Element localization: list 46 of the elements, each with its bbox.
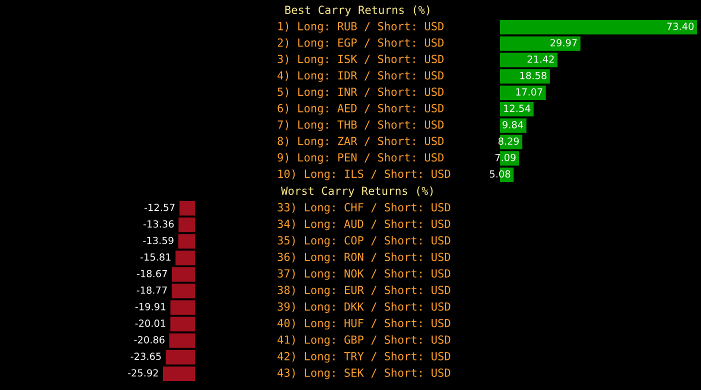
y-tick-label: 6) Long: AED / Short: USD (278, 104, 444, 115)
data-label: -12.57 (144, 204, 174, 212)
y-tick-label: 38) Long: EUR / Short: USD (278, 286, 450, 296)
data-label: -18.77 (136, 286, 167, 294)
bar (500, 86, 546, 100)
y-tick-label: 34) Long: AUD / Short: USD (278, 219, 450, 230)
bar (500, 20, 697, 34)
y-tick-label: 36) Long: RON / Short: USD (278, 252, 450, 264)
data-label: -15.81 (140, 253, 170, 261)
data-label: -23.65 (130, 352, 161, 360)
data-label: 12.54 (504, 104, 530, 112)
y-tick-label: 5) Long: INR / Short: USD (278, 87, 444, 98)
y-tick-label: 35) Long: COP / Short: USD (278, 236, 450, 247)
data-label: -20.86 (134, 336, 164, 344)
y-tick-label: 41) Long: GBP / Short: USD (278, 335, 450, 346)
y-tick-label: 10) Long: ILS / Short: USD (278, 169, 450, 180)
data-label: 17.07 (516, 88, 542, 96)
y-tick-label: 39) Long: DKK / Short: USD (278, 302, 450, 313)
bar (500, 52, 558, 68)
data-label: 9.84 (502, 121, 524, 128)
text: Best Carry Returns (%) (285, 5, 430, 16)
data-label: -19.91 (135, 303, 166, 310)
y-tick-label: 40) Long: HUF / Short: USD (278, 318, 450, 330)
y-tick-label: 37) Long: NOK / Short: USD (278, 269, 450, 280)
data-label: 18.58 (520, 72, 546, 80)
y-tick-label: 4) Long: IDR / Short: USD (278, 70, 444, 82)
bar (500, 69, 550, 84)
y-tick-label: 42) Long: TRY / Short: USD (278, 352, 450, 363)
y-tick-label: 33) Long: CHF / Short: USD (278, 202, 450, 214)
y-tick-label: 43) Long: SEK / Short: USD (278, 368, 450, 380)
data-label: -20.01 (135, 320, 166, 327)
data-label: -18.67 (136, 270, 167, 278)
y-tick-label: 1) Long: RUB / Short: USD (278, 22, 444, 33)
data-label: -13.59 (143, 236, 174, 244)
text: Worst Carry Returns (%) (281, 186, 433, 198)
y-tick-label: 2) Long: EGP / Short: USD (278, 38, 444, 50)
data-label: -13.36 (143, 220, 174, 228)
data-label: 29.97 (550, 39, 577, 46)
y-tick-label: 7) Long: THB / Short: USD (278, 120, 444, 132)
bar (500, 36, 580, 51)
y-tick-label: 3) Long: ISK / Short: USD (278, 54, 444, 66)
data-label: 21.42 (528, 55, 554, 63)
data-label: -25.92 (128, 369, 158, 377)
data-label: 73.40 (667, 22, 694, 30)
y-tick-label: 8) Long: ZAR / Short: USD (278, 136, 444, 148)
y-tick-label: 9) Long: PEN / Short: USD (278, 152, 444, 164)
